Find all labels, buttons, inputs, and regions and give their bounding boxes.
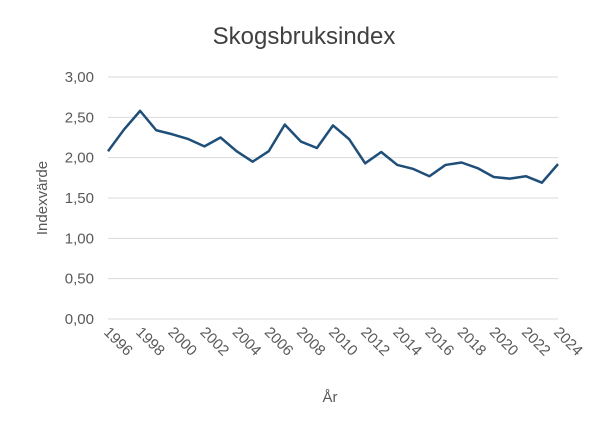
y-axis-label: Indexvärde bbox=[34, 161, 51, 235]
x-tick-label: 1998 bbox=[132, 324, 168, 360]
x-tick-label: 2000 bbox=[164, 324, 200, 360]
x-tick-label: 2014 bbox=[389, 324, 425, 360]
y-tick-label: 1,50 bbox=[65, 190, 94, 207]
x-tick-label: 2024 bbox=[550, 324, 586, 360]
y-tick-label: 0,50 bbox=[65, 271, 94, 288]
y-tick-label: 3,00 bbox=[65, 69, 94, 86]
x-tick-label: 2002 bbox=[197, 324, 233, 360]
x-axis-label: År bbox=[323, 389, 338, 406]
x-tick-label: 1996 bbox=[100, 324, 136, 360]
x-tick-label: 2008 bbox=[293, 324, 329, 360]
chart-title: Skogsbruksindex bbox=[213, 23, 396, 50]
x-tick-label: 2010 bbox=[325, 324, 361, 360]
x-tick-label: 2006 bbox=[261, 324, 297, 360]
y-tick-label: 0,00 bbox=[65, 311, 94, 328]
y-tick-label: 1,00 bbox=[65, 230, 94, 247]
x-tick-label: 2016 bbox=[422, 324, 458, 360]
y-tick-label: 2,50 bbox=[65, 109, 94, 126]
data-line bbox=[106, 109, 559, 184]
x-tick-label: 2018 bbox=[454, 324, 490, 360]
x-tick-label: 2022 bbox=[518, 324, 554, 360]
x-tick-label: 2020 bbox=[486, 324, 522, 360]
x-tick-label: 2004 bbox=[229, 324, 265, 360]
x-tick-label: 2012 bbox=[357, 324, 393, 360]
y-tick-label: 2,00 bbox=[65, 150, 94, 167]
